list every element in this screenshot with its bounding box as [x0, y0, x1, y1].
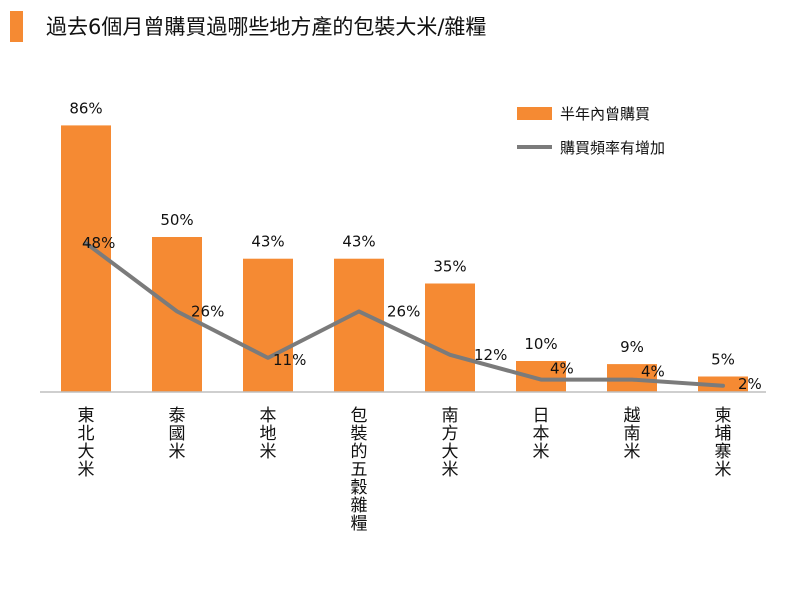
bar-label-7: 5% [711, 351, 735, 369]
bar-label-5: 10% [524, 335, 557, 353]
line-label-0: 48% [82, 234, 115, 252]
category-label-4-char-2: 大 [442, 442, 459, 462]
line-label-3: 26% [387, 302, 420, 320]
category-label-6-char-2: 米 [624, 442, 641, 462]
line-label-7: 2% [738, 375, 762, 393]
category-label-1-char-0: 泰 [169, 406, 186, 426]
category-label-2-char-1: 地 [260, 424, 277, 444]
category-label-3-char-1: 裝 [351, 424, 368, 444]
category-label-4-char-3: 米 [442, 460, 459, 480]
category-label-5-char-0: 日 [533, 406, 550, 426]
line-label-2: 11% [273, 351, 306, 369]
category-label-6-char-0: 越 [624, 406, 641, 426]
bar-1 [152, 237, 202, 392]
category-label-0-char-0: 東 [78, 406, 95, 426]
category-label-7-char-3: 米 [715, 460, 732, 480]
legend-line-label: 購買頻率有增加 [560, 139, 665, 157]
bar-0 [61, 125, 111, 393]
legend-bar-label: 半年內曾購買 [560, 105, 650, 123]
category-label-7-char-2: 寨 [715, 442, 732, 462]
category-label-0-char-3: 米 [78, 460, 95, 480]
line-label-4: 12% [474, 346, 507, 364]
bar-4 [425, 283, 475, 392]
category-label-7-char-0: 柬 [715, 406, 732, 426]
chart-title: 過去6個月曾購買過哪些地方產的包裝大米/雜糧 [46, 15, 487, 39]
category-label-0-char-2: 大 [78, 442, 95, 462]
bar-label-2: 43% [251, 233, 284, 251]
category-label-0-char-1: 北 [78, 424, 95, 444]
line-label-1: 26% [191, 302, 224, 320]
bar-2 [243, 258, 293, 392]
category-label-4-char-0: 南 [442, 406, 459, 426]
category-label-3-char-3: 五 [351, 460, 368, 480]
category-label-6-char-1: 南 [624, 424, 641, 444]
bar-label-0: 86% [69, 99, 102, 117]
bar-3 [334, 258, 384, 392]
category-label-2-char-0: 本 [260, 406, 277, 426]
category-label-3-char-0: 包 [351, 406, 368, 426]
category-label-5-char-1: 本 [533, 424, 550, 444]
title-accent-bar [10, 11, 23, 42]
category-label-3-char-4: 穀 [351, 478, 368, 498]
category-label-1-char-2: 米 [169, 442, 186, 462]
category-label-5-char-2: 米 [533, 442, 550, 462]
category-label-4-char-1: 方 [442, 424, 459, 444]
bar-label-6: 9% [620, 338, 644, 356]
category-label-1-char-1: 國 [169, 424, 186, 444]
bar-label-4: 35% [433, 258, 466, 276]
line-label-5: 4% [550, 360, 574, 378]
category-label-2-char-2: 米 [260, 442, 277, 462]
category-label-3-char-5: 雜 [351, 496, 368, 516]
bar-label-1: 50% [160, 211, 193, 229]
line-label-6: 4% [641, 363, 665, 381]
legend-bar-swatch [517, 107, 552, 120]
line-series [84, 241, 725, 388]
category-label-7-char-1: 埔 [715, 424, 732, 444]
category-label-3-char-6: 糧 [351, 514, 368, 534]
category-label-3-char-2: 的 [351, 442, 368, 462]
bar-label-3: 43% [342, 233, 375, 251]
